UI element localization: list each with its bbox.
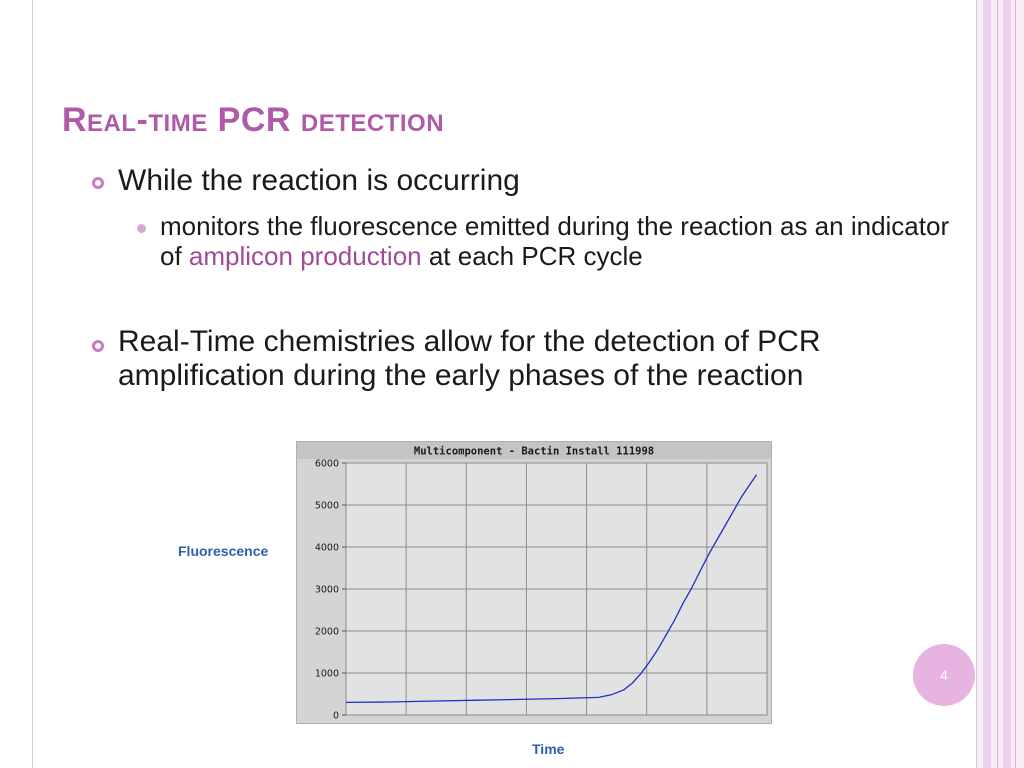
amplicon-production-text: amplicon production (188, 241, 422, 271)
sub-bullet-text-start: monitors the fluorescence emitted during… (160, 211, 950, 271)
ring-bullet-icon (92, 177, 104, 189)
bullet-reaction-occurring: While the reaction is occurring (118, 164, 520, 197)
y-tick-label: 6000 (315, 459, 339, 470)
slide-title: Real-time PCR detection (62, 101, 445, 139)
page-number: 4 (940, 667, 948, 683)
sub-bullet-fluorescence: monitors the fluorescence emitted during… (160, 211, 970, 271)
y-tick-label: 0 (333, 711, 339, 722)
y-tick-label: 2000 (315, 627, 339, 638)
slide-frame-left (0, 0, 33, 768)
slide-frame-right (976, 0, 1024, 768)
y-tick-layer: 0 1000 2000 3000 4000 5000 6000 (315, 459, 346, 722)
chart-title-bar (297, 442, 771, 459)
x-axis-label: Time (532, 741, 565, 757)
ring-bullet-icon (92, 340, 104, 352)
chart-title: Multicomponent - Bactin Install 111998 (414, 446, 654, 458)
grid-layer (346, 463, 767, 715)
y-tick-label: 5000 (315, 501, 339, 512)
dot-bullet-icon (137, 224, 146, 233)
y-tick-label: 1000 (315, 669, 339, 680)
fluorescence-series-line (345, 474, 758, 704)
chart-svg: Multicomponent - Bactin Install 111998 0… (297, 442, 771, 722)
y-tick-label: 3000 (315, 585, 339, 596)
bullet-realtime-chemistries: Real-Time chemistries allow for the dete… (118, 325, 821, 392)
page-number-badge: 4 (913, 644, 975, 706)
multicomponent-chart: Multicomponent - Bactin Install 111998 0… (296, 441, 772, 724)
sub-bullet-text-end: at each PCR cycle (421, 241, 643, 271)
y-axis-label: Fluorescence (178, 543, 269, 559)
y-tick-label: 4000 (315, 543, 339, 554)
